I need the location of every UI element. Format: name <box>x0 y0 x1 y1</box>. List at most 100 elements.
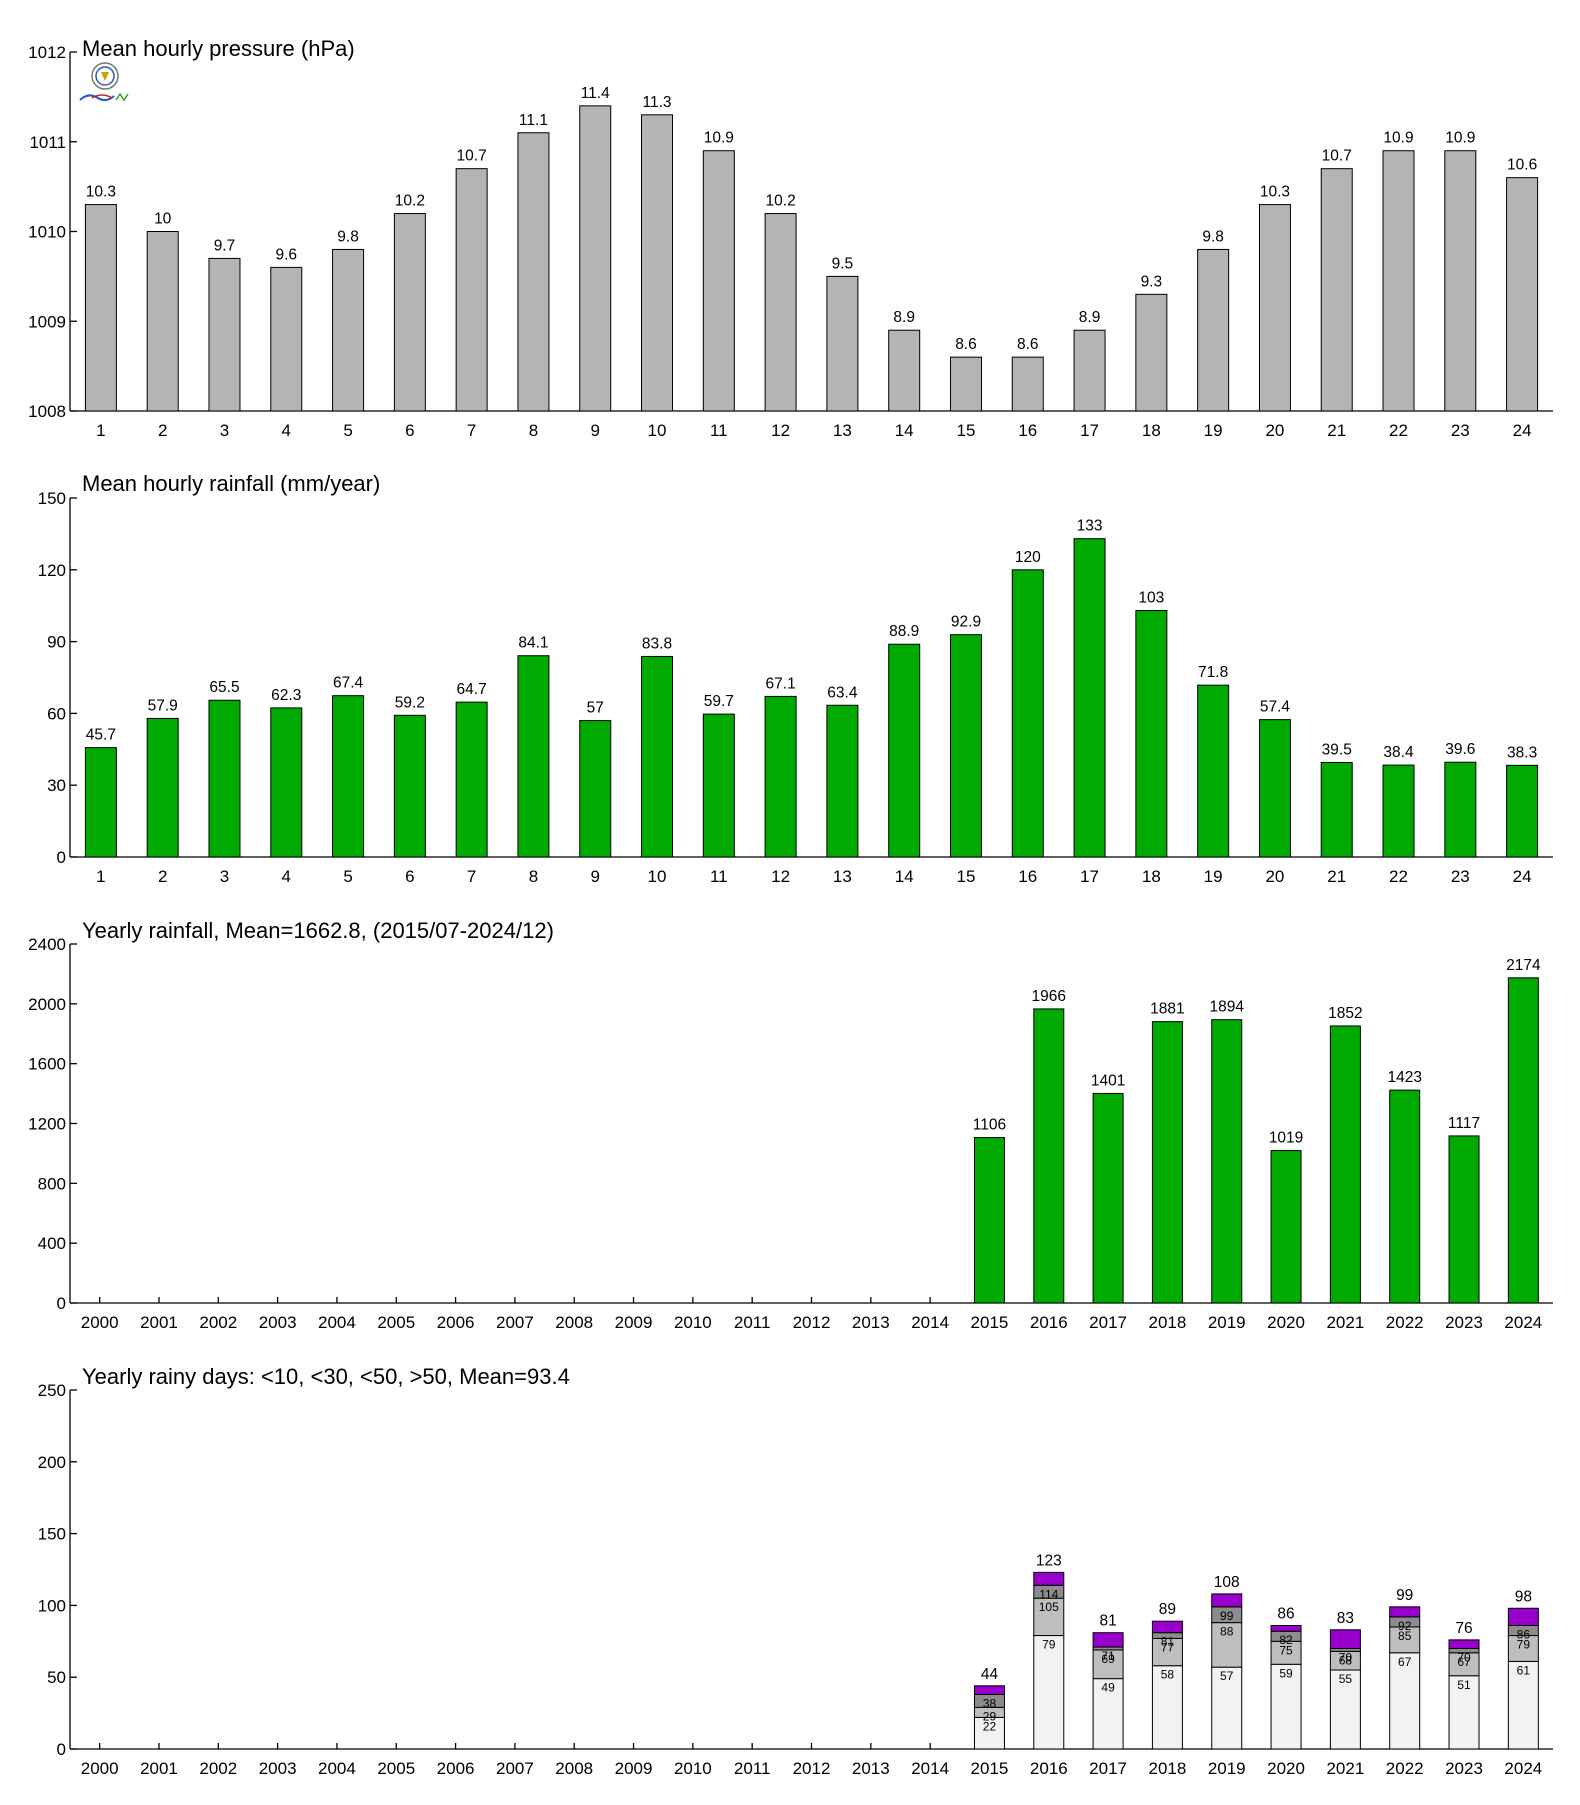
x-tick-label: 2019 <box>1208 1759 1246 1778</box>
x-tick-label: 13 <box>833 421 852 440</box>
bar <box>888 643 921 858</box>
bar <box>393 213 426 412</box>
data-label: 9.3 <box>1141 273 1163 290</box>
x-tick-label: 23 <box>1451 421 1470 440</box>
segment-label: 99 <box>1220 1609 1234 1623</box>
data-label: 8.6 <box>955 336 977 353</box>
bar <box>1258 719 1291 858</box>
logo-icon <box>79 62 129 102</box>
x-tick-label: 10 <box>648 421 667 440</box>
bar <box>1506 177 1539 412</box>
x-tick-label: 15 <box>957 421 976 440</box>
total-label: 98 <box>1515 1588 1532 1605</box>
x-tick-label: 4 <box>282 421 291 440</box>
data-label: 120 <box>1015 549 1041 566</box>
bar-segment <box>973 1685 1005 1695</box>
bar <box>393 714 426 858</box>
x-tick-label: 15 <box>957 867 976 886</box>
x-tick-label: 13 <box>833 867 852 886</box>
y-tick-label: 1009 <box>28 312 66 331</box>
y-tick-label: 150 <box>38 489 66 508</box>
x-tick-label: 2013 <box>852 1313 890 1332</box>
x-tick-label: 2020 <box>1267 1313 1305 1332</box>
y-tick-label: 1008 <box>28 402 66 421</box>
data-label: 67.1 <box>766 675 796 692</box>
data-label: 10.3 <box>86 184 116 201</box>
segment-label: 81 <box>1161 1635 1175 1649</box>
segment-label: 67 <box>1398 1655 1412 1669</box>
x-tick-label: 2000 <box>81 1313 119 1332</box>
chart-title: Yearly rainfall, Mean=1662.8, (2015/07-2… <box>82 918 554 943</box>
bar <box>826 704 859 858</box>
data-label: 11.1 <box>519 112 548 129</box>
x-tick-label: 2013 <box>852 1759 890 1778</box>
segment-label: 51 <box>1457 1678 1471 1692</box>
segment-label: 88 <box>1220 1625 1234 1639</box>
bar <box>1011 356 1044 412</box>
data-label: 62.3 <box>271 687 301 704</box>
x-tick-label: 2008 <box>555 1759 593 1778</box>
total-label: 89 <box>1159 1601 1176 1618</box>
x-tick-label: 2005 <box>377 1759 415 1778</box>
x-tick-label: 2020 <box>1267 1759 1305 1778</box>
x-tick-label: 2018 <box>1149 1759 1187 1778</box>
data-label: 64.7 <box>457 681 487 698</box>
bar <box>1258 204 1291 412</box>
x-tick-label: 2002 <box>199 1313 237 1332</box>
total-label: 81 <box>1099 1613 1116 1630</box>
x-tick-label: 2 <box>158 421 167 440</box>
segment-label: 70 <box>1457 1650 1471 1664</box>
bar <box>1151 1021 1183 1304</box>
x-tick-label: 2016 <box>1030 1313 1068 1332</box>
data-label: 10.7 <box>1322 148 1352 165</box>
data-label: 8.9 <box>1079 309 1101 326</box>
bar <box>1197 684 1230 858</box>
total-label: 83 <box>1337 1610 1354 1627</box>
bar <box>764 695 797 858</box>
x-tick-label: 9 <box>590 867 599 886</box>
data-label: 1881 <box>1150 1001 1184 1018</box>
bar <box>332 248 365 412</box>
bar <box>973 1137 1005 1304</box>
y-tick-label: 1200 <box>28 1115 66 1134</box>
bar <box>1320 761 1353 858</box>
data-label: 88.9 <box>889 623 919 640</box>
bar <box>1506 764 1539 858</box>
data-label: 57.9 <box>148 697 178 714</box>
bar-segment <box>1448 1675 1480 1750</box>
x-tick-label: 24 <box>1513 421 1532 440</box>
y-tick-label: 50 <box>47 1668 66 1687</box>
y-tick-label: 2400 <box>28 935 66 954</box>
bar-segment <box>1329 1629 1361 1649</box>
total-label: 99 <box>1396 1587 1413 1604</box>
bar <box>146 231 179 412</box>
bar <box>270 707 303 858</box>
bar-segment <box>1270 1663 1302 1750</box>
yearly-rainfall-chart: Yearly rainfall, Mean=1662.8, (2015/07-2… <box>28 918 1553 1332</box>
x-tick-label: 3 <box>220 867 229 886</box>
bar <box>84 747 117 858</box>
bar <box>949 356 982 412</box>
segment-label: 85 <box>1398 1629 1412 1643</box>
segment-label: 69 <box>1101 1652 1115 1666</box>
segment-label: 57 <box>1220 1669 1234 1683</box>
x-tick-label: 2019 <box>1208 1313 1246 1332</box>
bar <box>1073 538 1106 858</box>
data-label: 59.7 <box>704 693 734 710</box>
x-tick-label: 2023 <box>1445 1313 1483 1332</box>
bar <box>641 114 674 412</box>
x-tick-label: 2014 <box>911 1759 949 1778</box>
segment-label: 105 <box>1039 1600 1059 1614</box>
x-tick-label: 2021 <box>1326 1313 1364 1332</box>
bar <box>208 257 241 412</box>
bar <box>702 150 735 412</box>
bar <box>579 720 612 858</box>
x-tick-label: 6 <box>405 421 414 440</box>
bar-segment <box>1151 1665 1183 1750</box>
x-tick-label: 6 <box>405 867 414 886</box>
segment-label: 67 <box>1457 1655 1471 1669</box>
bar-segment <box>1507 1607 1539 1627</box>
data-label: 67.4 <box>333 675 364 692</box>
y-tick-label: 2000 <box>28 995 66 1014</box>
